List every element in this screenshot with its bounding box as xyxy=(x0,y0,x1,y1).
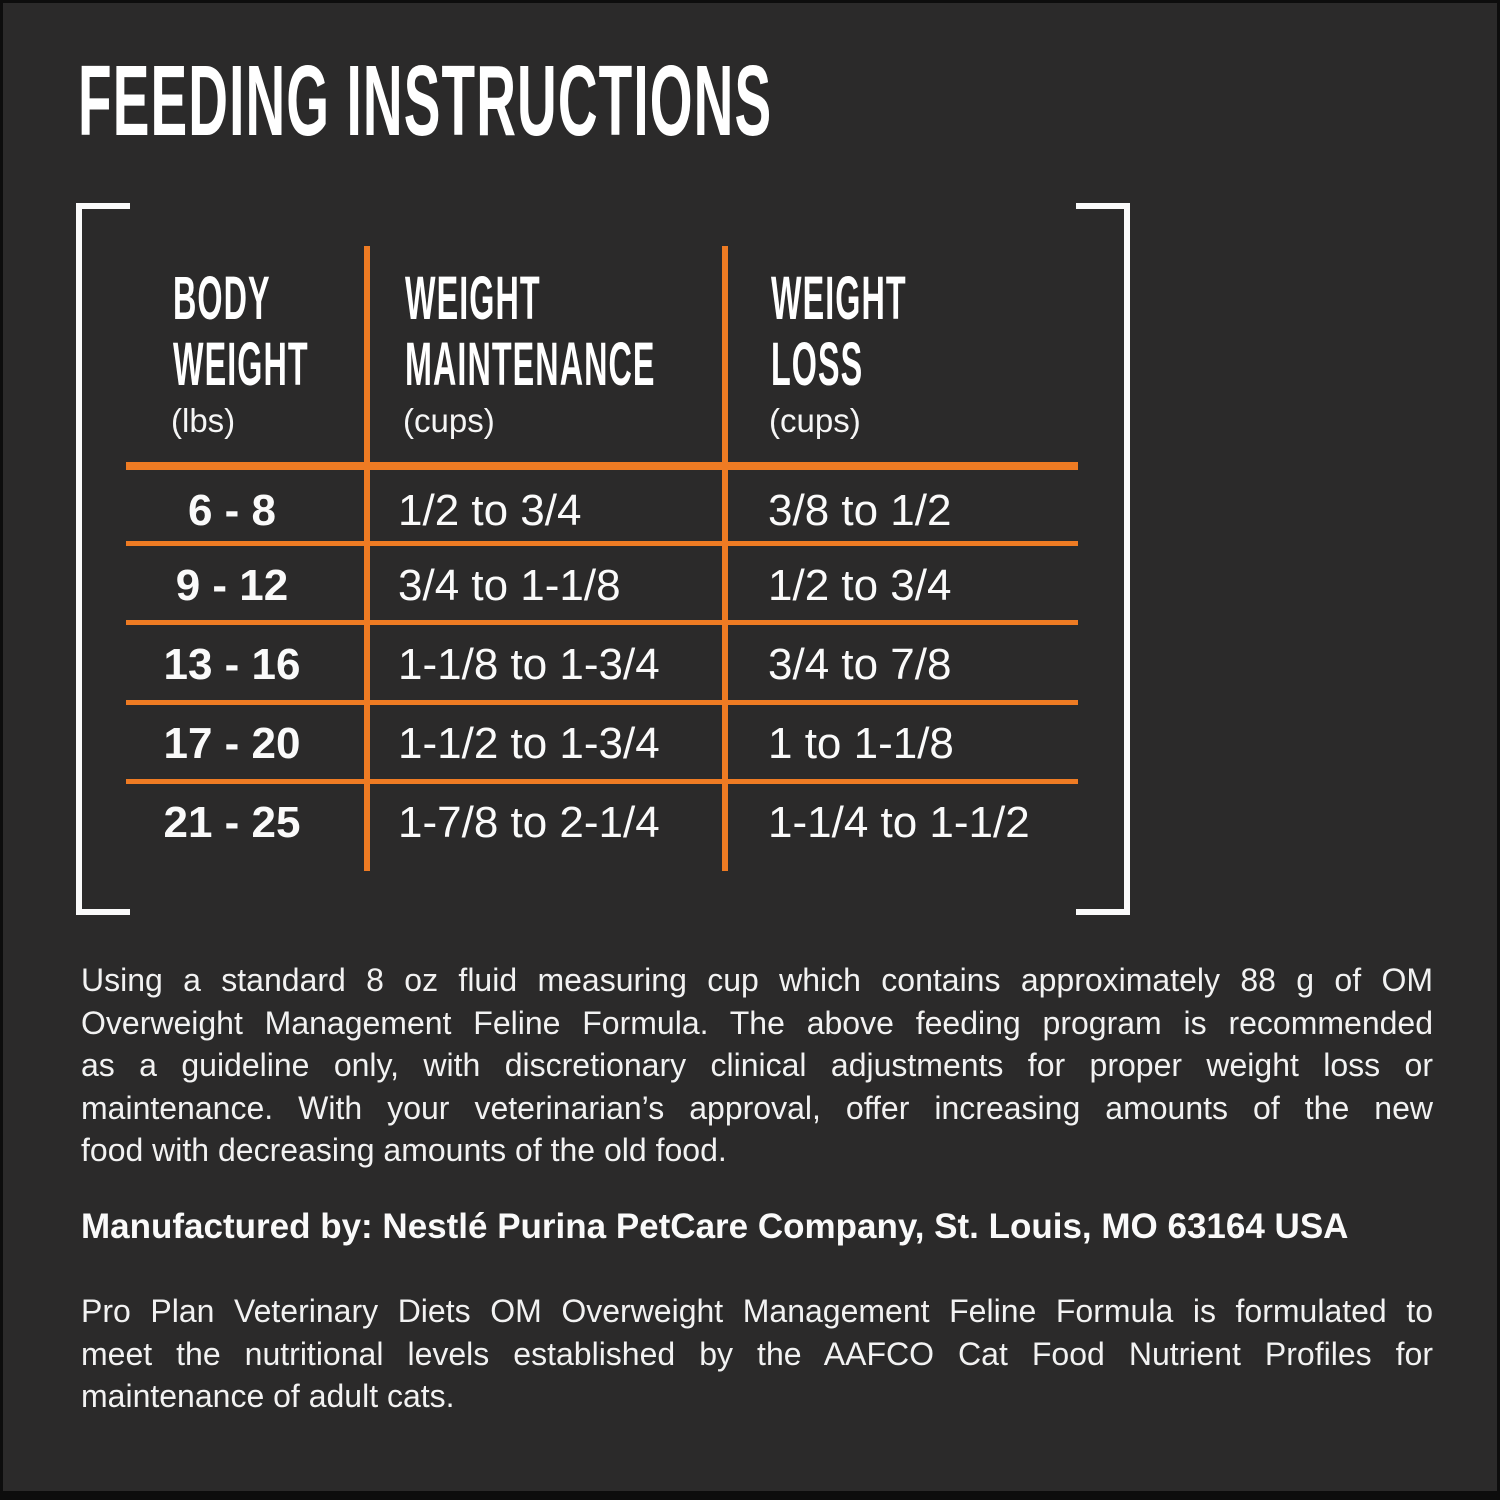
header-separator-line xyxy=(126,462,1078,470)
column-unit-lbs: (lbs) xyxy=(171,402,236,439)
row-divider-1 xyxy=(126,541,1078,546)
row-divider-3 xyxy=(126,700,1078,705)
row-divider-2 xyxy=(126,620,1078,625)
column-divider-1 xyxy=(364,246,370,871)
paragraph-line: food with decreasing amounts of the old … xyxy=(81,1132,727,1168)
table-cell-maintenance: 3/4 to 1-1/8 xyxy=(398,561,621,610)
paragraph-line: maintenance. With your veterinarian’s ap… xyxy=(81,1089,1433,1126)
column-header-line: MAINTENANCE xyxy=(405,330,656,398)
paragraph-line: meet the nutritional levels established … xyxy=(81,1335,1433,1372)
aafco-statement-paragraph: Pro Plan Veterinary Diets OM Overweight … xyxy=(81,1290,1433,1418)
row-divider-4 xyxy=(126,779,1078,784)
table-cell-loss: 1 to 1-1/8 xyxy=(768,719,954,768)
table-cell-body-weight: 21 - 25 xyxy=(163,798,301,847)
table-cell-maintenance: 1-7/8 to 2-1/4 xyxy=(398,798,660,847)
table-cell-body-weight: 17 - 20 xyxy=(163,719,301,768)
paragraph-line: maintenance of adult cats. xyxy=(81,1378,455,1414)
page-title: FEEDING INSTRUCTIONS xyxy=(78,45,773,157)
usage-note-paragraph: Using a standard 8 oz fluid measuring cu… xyxy=(81,959,1433,1172)
table-bracket-left xyxy=(76,203,130,915)
column-header-line: WEIGHT xyxy=(405,264,541,332)
table-cell-loss: 1/2 to 3/4 xyxy=(768,561,952,610)
table-cell-maintenance: 1/2 to 3/4 xyxy=(398,486,582,535)
table-cell-loss: 3/8 to 1/2 xyxy=(768,486,952,535)
table-cell-maintenance: 1-1/8 to 1-3/4 xyxy=(398,640,660,689)
column-header-weight-loss: WEIGHT LOSS xyxy=(771,265,907,397)
manufacturer-line: Manufactured by: Nestlé Purina PetCare C… xyxy=(81,1206,1433,1249)
column-divider-2 xyxy=(722,246,728,871)
paragraph-line: Overweight Management Feline Formula. Th… xyxy=(81,1004,1433,1041)
column-header-line: LOSS xyxy=(771,330,864,398)
paragraph-line: Using a standard 8 oz fluid measuring cu… xyxy=(81,962,1433,998)
table-cell-body-weight: 13 - 16 xyxy=(163,640,301,689)
column-header-line: WEIGHT xyxy=(771,264,907,332)
table-cell-loss: 1-1/4 to 1-1/2 xyxy=(768,798,1030,847)
paragraph-line: Pro Plan Veterinary Diets OM Overweight … xyxy=(81,1293,1433,1329)
table-cell-body-weight: 9 - 12 xyxy=(175,561,289,610)
column-header-line: BODY xyxy=(173,264,271,332)
table-cell-body-weight: 6 - 8 xyxy=(187,486,277,535)
table-cell-maintenance: 1-1/2 to 1-3/4 xyxy=(398,719,660,768)
column-unit-cups-loss: (cups) xyxy=(769,402,861,439)
table-bracket-right xyxy=(1076,203,1130,915)
paragraph-line: as a guideline only, with discretionary … xyxy=(81,1047,1433,1083)
paragraph-line: Manufactured by: Nestlé Purina PetCare C… xyxy=(81,1207,1349,1246)
table-cell-loss: 3/4 to 7/8 xyxy=(768,640,952,689)
column-header-body-weight: BODY WEIGHT xyxy=(173,265,309,397)
column-header-weight-maintenance: WEIGHT MAINTENANCE xyxy=(405,265,656,397)
column-header-line: WEIGHT xyxy=(173,330,309,398)
column-unit-cups-maintenance: (cups) xyxy=(403,402,495,439)
